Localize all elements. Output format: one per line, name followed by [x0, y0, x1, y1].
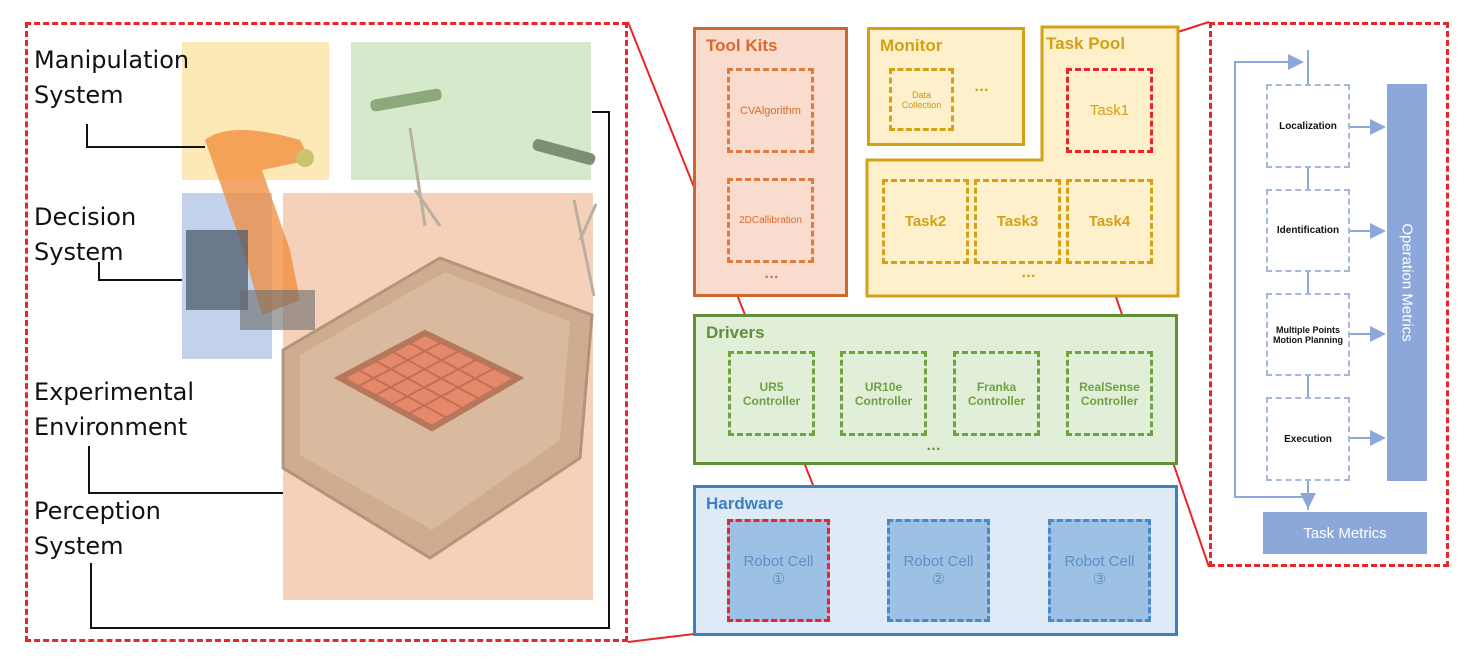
step-localization: Localization	[1266, 84, 1350, 168]
monitor-title: Monitor	[880, 36, 943, 55]
step-motion-planning: Multiple Points Motion Planning	[1266, 293, 1350, 376]
camera-region	[351, 42, 591, 180]
toolkits-box: Tool Kits	[693, 27, 848, 297]
taskpool-title: Task Pool	[1046, 34, 1126, 53]
operation-metrics-bar: Operation Metrics	[1387, 84, 1427, 481]
checkerboard	[333, 329, 525, 432]
driver-ur10e: UR10e Controller	[840, 351, 927, 436]
toolkits-more: …	[764, 265, 779, 282]
label-perception-system: Perception System	[34, 497, 161, 560]
monitor-data-collection: Data Collection	[889, 68, 954, 131]
step-execution: Execution	[1266, 397, 1350, 481]
pointer-environment	[88, 446, 283, 494]
hardware-title: Hardware	[706, 494, 784, 513]
pointer-manipulation	[86, 124, 205, 148]
toolkit-2dcallibration: 2DCallibration	[727, 178, 814, 263]
robot-joint	[296, 149, 314, 167]
label-decision-system: Decision System	[34, 203, 137, 266]
camera-stand	[408, 127, 598, 297]
robot-cell-2: Robot Cell ②	[887, 519, 990, 622]
scene-panel	[25, 22, 628, 642]
camera-2	[532, 139, 596, 165]
driver-ur5: UR5 Controller	[728, 351, 815, 436]
step-identification: Identification	[1266, 189, 1350, 272]
drivers-title: Drivers	[706, 323, 765, 342]
taskpool-more: …	[1021, 264, 1036, 281]
task2-box: Task2	[882, 179, 969, 264]
pointer-perception	[90, 111, 610, 629]
task3-box: Task3	[974, 179, 1061, 264]
robot-platform	[240, 290, 315, 330]
drivers-box: Drivers	[693, 314, 1178, 465]
robot-cell-1: Robot Cell ①	[727, 519, 830, 622]
toolkit-cvalgorithm: CVAlgorithm	[727, 68, 814, 153]
task-flow-panel	[1209, 22, 1449, 567]
toolkits-title: Tool Kits	[706, 36, 778, 55]
driver-realsense: RealSense Controller	[1066, 351, 1153, 436]
monitor-box: Monitor	[867, 27, 1025, 146]
task1-box: Task1	[1066, 68, 1153, 153]
camera-1	[370, 88, 442, 112]
label-experimental-environment: Experimental Environment	[34, 378, 195, 441]
robot-arm	[205, 130, 310, 315]
monitor-more: …	[974, 78, 989, 95]
checkerboard-grid	[356, 341, 501, 420]
robot-cell-3: Robot Cell ③	[1048, 519, 1151, 622]
label-manipulation-system: Manipulation System	[34, 46, 190, 109]
robot-base	[186, 230, 248, 310]
drivers-more: …	[926, 437, 941, 454]
task-metrics-bar: Task Metrics	[1263, 512, 1427, 554]
operation-metrics-label: Operation Metrics	[1398, 223, 1416, 342]
driver-franka: Franka Controller	[953, 351, 1040, 436]
task4-box: Task4	[1066, 179, 1153, 264]
pointer-decision	[98, 262, 182, 281]
